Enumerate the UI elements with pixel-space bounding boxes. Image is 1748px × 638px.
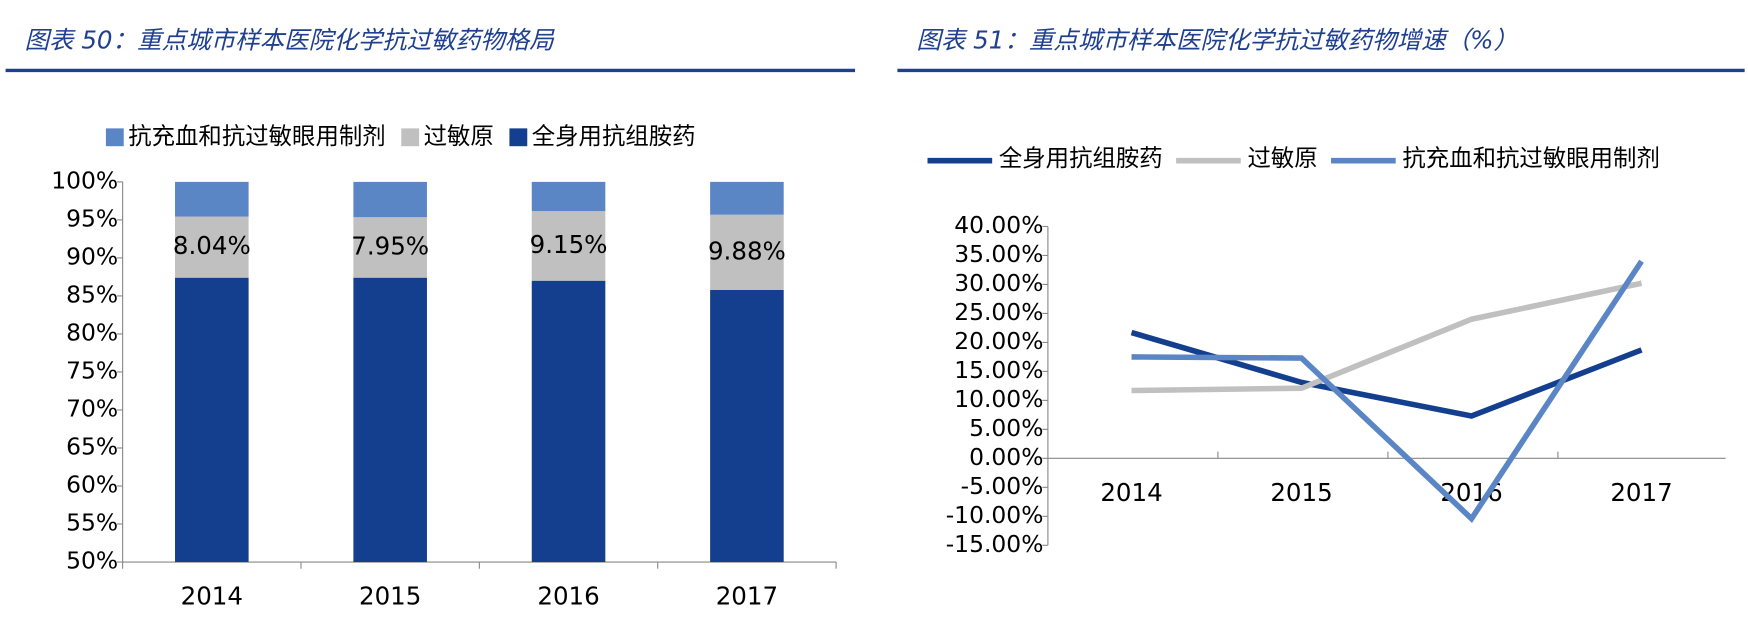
- y-tick-label: 75%: [66, 356, 118, 384]
- legend-swatch: [401, 128, 420, 147]
- y-tick-label: 85%: [66, 280, 118, 308]
- legend-label: 抗充血和抗过敏眼用制剂: [1402, 144, 1659, 172]
- x-tick-label: 2017: [716, 582, 778, 611]
- legend-swatch: [105, 128, 124, 147]
- y-tick-label: 80%: [66, 318, 118, 346]
- bar-segment: [175, 181, 249, 217]
- bar-segment: [710, 289, 784, 563]
- y-tick-label: 40.00%: [954, 211, 1043, 239]
- y-tick-label: 5.00%: [969, 414, 1043, 442]
- bar-segment: [175, 277, 249, 563]
- bar-segment: [353, 217, 427, 278]
- y-tick-label: 100%: [51, 166, 118, 194]
- y-tick-label: 0.00%: [969, 443, 1043, 471]
- y-tick-label: 35.00%: [954, 240, 1043, 268]
- x-tick-label: 2014: [1100, 478, 1162, 507]
- series-line: [1131, 280, 1643, 394]
- legend-swatch: [509, 128, 528, 147]
- value-label: 7.95%: [351, 231, 429, 260]
- bar-segment: [353, 277, 427, 563]
- value-label: 9.88%: [708, 236, 786, 265]
- series-line: [1131, 259, 1644, 523]
- y-tick-label: 15.00%: [954, 356, 1043, 384]
- y-tick-label: -15.00%: [946, 530, 1044, 558]
- chart-title: 图表 50：重点城市样本医院化学抗过敏药物格局: [25, 25, 556, 54]
- legend-label: 全身用抗组胺药: [532, 122, 696, 150]
- y-tick-label: -5.00%: [961, 472, 1044, 500]
- bar-segment: [710, 214, 784, 290]
- y-tick-label: 90%: [66, 242, 118, 270]
- bar-segment: [353, 181, 427, 218]
- y-tick-label: 65%: [66, 432, 118, 460]
- y-tick-label: 55%: [66, 509, 118, 537]
- value-label: 8.04%: [173, 231, 251, 260]
- y-tick-label: 60%: [66, 470, 118, 498]
- bar-segment: [175, 216, 249, 278]
- legend-label: 抗充血和抗过敏眼用制剂: [128, 122, 385, 150]
- bar-segment: [531, 181, 606, 212]
- x-tick-label: 2015: [359, 582, 421, 611]
- x-tick-label: 2014: [181, 582, 243, 611]
- y-tick-label: 25.00%: [954, 298, 1043, 326]
- legend-label: 过敏原: [1247, 144, 1317, 172]
- y-tick-label: 95%: [66, 204, 118, 232]
- y-tick-label: 70%: [66, 394, 118, 422]
- chart-title: 图表 51：重点城市样本医院化学抗过敏药物增速（%）: [916, 25, 1518, 54]
- legend-label: 过敏原: [424, 122, 494, 150]
- x-tick-label: 2017: [1610, 478, 1672, 507]
- legend-label: 全身用抗组胺药: [999, 144, 1163, 172]
- y-tick-label: 30.00%: [954, 269, 1043, 297]
- x-tick-label: 2015: [1270, 478, 1332, 507]
- bar-segment: [531, 211, 606, 281]
- y-tick-label: 10.00%: [954, 385, 1043, 413]
- x-tick-label: 2016: [537, 582, 599, 611]
- y-tick-label: 20.00%: [954, 327, 1043, 355]
- y-tick-label: 50%: [66, 547, 118, 575]
- bar-segment: [531, 280, 606, 563]
- bar-segment: [710, 181, 784, 215]
- value-label: 9.15%: [530, 230, 608, 259]
- y-tick-label: -10.00%: [946, 501, 1044, 529]
